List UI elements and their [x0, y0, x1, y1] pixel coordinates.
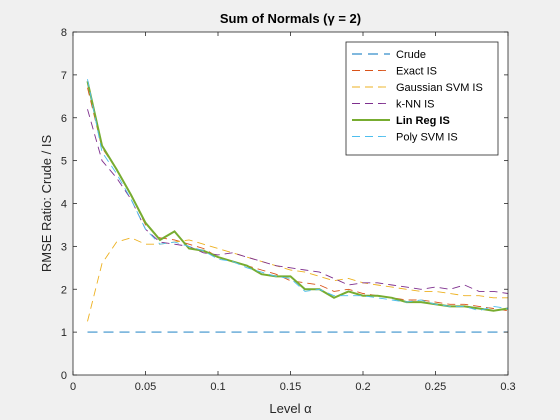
y-tick-label: 2	[61, 284, 67, 296]
legend-label: Gaussian SVM IS	[396, 82, 483, 94]
x-tick-label: 0.2	[355, 381, 370, 393]
x-axis-label: Level α	[269, 401, 312, 416]
x-tick-label: 0.1	[210, 381, 225, 393]
series-line-lin-reg-is	[86, 81, 509, 312]
chart-title: Sum of Normals (γ = 2)	[220, 11, 361, 26]
x-tick-label: 0.15	[280, 381, 301, 393]
legend: Crude Exact IS Gaussian SVM IS k-NN IS Lin R…	[345, 41, 499, 156]
legend-label: Crude	[396, 49, 426, 61]
y-tick-label: 4	[61, 199, 67, 211]
y-tick-label: 7	[61, 70, 67, 82]
y-tick-label: 5	[61, 156, 67, 168]
y-tick-label: 6	[61, 113, 67, 125]
x-tick-label: 0.25	[425, 381, 446, 393]
y-tick-label: 8	[61, 27, 67, 39]
legend-label: Exact IS	[396, 66, 437, 78]
series-line-poly-svm-is	[87, 79, 509, 312]
y-axis-label: RMSE Ratio: Crude / IS	[39, 135, 54, 273]
legend-label: k-NN IS	[396, 99, 435, 111]
x-tick-label: 0.3	[500, 381, 515, 393]
y-tick-label: 0	[61, 370, 67, 382]
legend-label: Lin Reg IS	[396, 115, 450, 127]
y-tick-label: 1	[61, 327, 67, 339]
x-tick-label: 0	[70, 381, 76, 393]
x-tick-label: 0.05	[135, 381, 156, 393]
y-tick-label: 3	[61, 241, 67, 253]
legend-label: Poly SVM IS	[396, 132, 458, 144]
series-line-gaussian-svm-is	[87, 237, 508, 322]
